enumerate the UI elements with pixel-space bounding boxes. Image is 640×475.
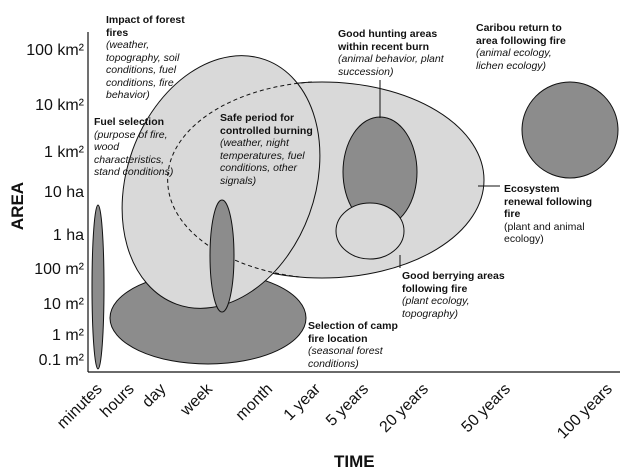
ecosystem-dashed-outline xyxy=(167,81,313,278)
y-tick-label: 10 m² xyxy=(43,296,84,313)
y-tick-label: 1 ha xyxy=(52,227,84,244)
berrying-area-detail: (plant ecology, topography) xyxy=(402,295,470,320)
caribou-circle xyxy=(521,81,619,179)
hunting-area-detail: (animal behavior, plant succession) xyxy=(338,53,444,78)
berrying-area-label: Good berrying areas following fire (plan… xyxy=(402,270,522,320)
safe-period-title: Safe period for controlled burning xyxy=(220,112,313,137)
caribou-title: Caribou return to area following fire xyxy=(476,22,566,47)
forest-fire-impact-detail: (weather, topography, soil conditions, f… xyxy=(106,39,180,101)
y-tick-label: 100 m² xyxy=(34,261,84,278)
y-tick-label: 100 km² xyxy=(26,42,84,59)
fuel-selection-label: Fuel selection (purpose of fire, wood ch… xyxy=(94,116,176,179)
fuel-selection-detail: (purpose of fire, wood characteristics, … xyxy=(94,128,174,179)
fuel-selection-ellipse xyxy=(91,204,105,370)
ecosystem-renewal-detail: (plant and animal ecology) xyxy=(504,220,585,246)
safe-period-ellipse xyxy=(209,199,235,313)
camp-fire-title: Selection of camp fire location xyxy=(308,320,398,345)
fuel-selection-title: Fuel selection xyxy=(94,116,165,128)
ecosystem-renewal-title: Ecosystem renewal following fire xyxy=(504,183,593,220)
y-tick-label: 10 ha xyxy=(43,184,84,201)
caribou-detail: (animal ecology, lichen ecology) xyxy=(476,47,552,72)
hunting-area-title: Good hunting areas within recent burn xyxy=(338,28,438,53)
camp-fire-detail: (seasonal forest conditions) xyxy=(308,345,383,370)
y-tick-labels: 100 km² 10 km² 1 km² 10 ha 1 ha 100 m² 1… xyxy=(0,0,84,380)
safe-period-label: Safe period for controlled burning (weat… xyxy=(220,112,324,187)
safe-period-detail: (weather, night temperatures, fuel condi… xyxy=(220,137,305,187)
camp-fire-label: Selection of camp fire location (seasona… xyxy=(308,320,408,370)
x-axis-title: TIME xyxy=(334,452,375,471)
berrying-area-ellipse xyxy=(335,202,405,260)
forest-fire-impact-title: Impact of forest fires xyxy=(106,14,185,39)
caribou-label: Caribou return to area following fire (a… xyxy=(476,22,574,72)
forest-fire-impact-label: Impact of forest fires (weather, topogra… xyxy=(106,14,198,102)
berrying-area-title: Good berrying areas following fire xyxy=(402,270,505,295)
y-tick-label: 10 km² xyxy=(35,97,84,114)
y-tick-label: 1 km² xyxy=(44,144,84,161)
y-tick-label: 0.1 m² xyxy=(38,352,84,369)
forest-fire-impact-ellipse xyxy=(121,55,321,309)
hunting-area-label: Good hunting areas within recent burn (a… xyxy=(338,28,450,78)
y-tick-label: 1 m² xyxy=(52,327,84,344)
ecosystem-renewal-label: Ecosystem renewal following fire (plant … xyxy=(504,183,594,246)
